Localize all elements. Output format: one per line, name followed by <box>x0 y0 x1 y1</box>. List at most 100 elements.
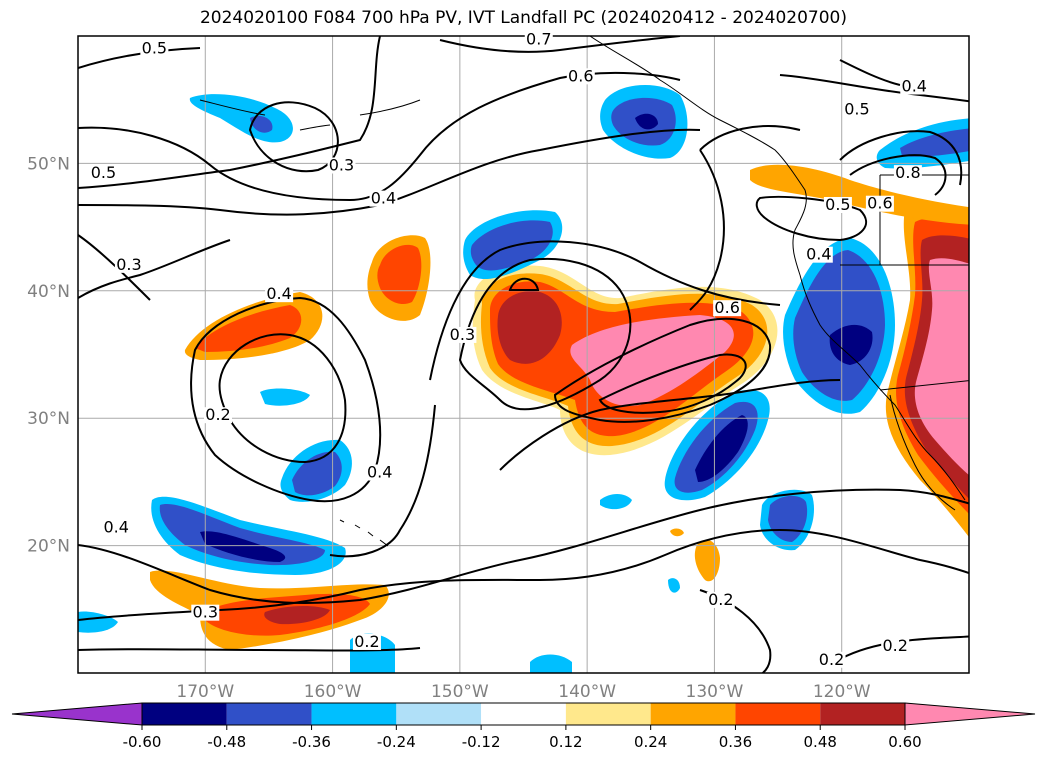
pos-region-westcoast-pink <box>914 258 969 476</box>
contour-label-bg <box>842 101 871 118</box>
neg-region-southwest-core <box>200 531 286 562</box>
neg-region-120w-inner <box>793 250 885 401</box>
lon-tick-label: 120°W <box>813 682 871 702</box>
contour-label: 0.3 <box>116 255 141 274</box>
pos-region-central-darkred <box>497 291 562 364</box>
contour-label: 0.4 <box>902 77 927 96</box>
coastlines <box>199 36 969 547</box>
contour-label-bg <box>893 165 922 182</box>
contour-label-bg <box>365 464 394 481</box>
lon-tick-label: 130°W <box>686 682 744 702</box>
contour-label: 0.4 <box>266 284 291 303</box>
contour-label-bg <box>713 300 742 317</box>
neg-region-160w-25n-inner <box>292 451 342 496</box>
neg-region-bottom-142w <box>530 654 572 673</box>
contour-labels: 0.5 0.70.60.40.50.30.50.4 0.5 0.60.80.40.30… <box>89 29 929 669</box>
contour-line <box>779 74 969 103</box>
contour-label: 0.2 <box>882 636 907 655</box>
contour-label: 0.4 <box>367 463 392 482</box>
colorbar-box <box>820 703 905 725</box>
colorbar-box <box>735 703 821 725</box>
contour-label-bg <box>102 519 131 536</box>
lat-tick-label: 30°N <box>27 409 70 429</box>
colorbar-tick-label: -0.60 <box>123 733 162 751</box>
contour-label: 0.6 <box>867 194 892 213</box>
contour-label-bg <box>114 256 143 273</box>
contour-line <box>849 154 947 196</box>
neg-region-165w-north-inner <box>250 115 273 133</box>
colorbar-box <box>481 703 566 725</box>
pv-contours <box>78 36 969 673</box>
pos-region-southwest-core <box>264 606 330 625</box>
colorbar-tick-label: -0.24 <box>377 733 416 751</box>
contour-line <box>78 47 201 69</box>
coastline-westcoast <box>799 274 966 501</box>
contour-label-bg <box>265 286 294 303</box>
contour-line <box>553 317 772 423</box>
colorbar-box <box>142 703 227 725</box>
colorbar-tick-label: 0.48 <box>804 733 837 751</box>
contour-label-bg <box>900 78 929 95</box>
map-title: 2024020100 F084 700 hPa PV, IVT Landfall… <box>199 8 847 28</box>
colorbar-tick-label: -0.12 <box>462 733 501 751</box>
contour-label-bg <box>369 190 398 207</box>
contour-line <box>755 195 868 242</box>
neg-region-small-30n <box>260 388 310 406</box>
neg-region-small-15n <box>668 578 680 593</box>
contour-line <box>598 353 747 414</box>
colorbar-box <box>311 703 397 725</box>
contour-label: 0.5 <box>825 195 850 214</box>
pc-shading <box>78 84 969 673</box>
latitude-tick-labels: 20°N 30°N 40°N 50°N <box>27 154 70 556</box>
contour-label: 0.4 <box>103 517 128 536</box>
contour-label-bg <box>524 31 553 48</box>
contour-line <box>458 257 632 411</box>
neg-region-north-center-core <box>635 113 658 130</box>
contour-label: 0.3 <box>193 603 218 622</box>
contour-label-bg <box>823 196 852 213</box>
neg-region-130w-core <box>695 415 748 482</box>
contour-label-bg <box>817 651 846 668</box>
contour-line <box>829 635 969 666</box>
coastline-alaska <box>589 36 807 276</box>
contour-label-bg <box>804 246 833 263</box>
contour-label: 0.3 <box>329 155 354 174</box>
pos-region-165w-inner <box>195 305 302 352</box>
colorbar-tick-label: -0.48 <box>207 733 246 751</box>
contour-line <box>439 36 681 53</box>
contour-label-bg <box>191 604 220 621</box>
colorbar-tick-label: -0.36 <box>292 733 331 751</box>
neg-region-120w-core <box>829 324 873 365</box>
colorbar-box <box>565 703 651 725</box>
map-plot-area <box>78 36 969 673</box>
contour-label: 0.3 <box>450 325 475 344</box>
contour-label: 0.2 <box>354 632 379 651</box>
contour-line <box>78 239 231 299</box>
contour-label: 0.5 <box>142 38 167 57</box>
lat-tick-label: 50°N <box>27 154 70 174</box>
lon-tick-label: 160°W <box>304 682 362 702</box>
colorbar-box <box>226 703 312 725</box>
contour-line <box>78 647 421 652</box>
lon-tick-label: 140°W <box>558 682 616 702</box>
contour-label: 0.2 <box>819 650 844 669</box>
pos-region-small-south <box>694 539 720 582</box>
colorbar-outline <box>141 702 906 726</box>
neg-region-southwest-inner <box>159 504 325 566</box>
contour-line <box>839 59 901 86</box>
border-us-mexico <box>879 380 969 391</box>
contour-label-bg <box>706 591 735 608</box>
contour-line <box>508 277 540 291</box>
contour-label-bg <box>881 637 910 654</box>
longitude-tick-labels: 170°W 160°W 150°W 140°W 130°W 120°W <box>176 682 870 702</box>
contour-label: 0.5 <box>844 99 869 118</box>
contour-label: 0.6 <box>568 66 593 85</box>
colorbar-extend-low <box>11 702 143 726</box>
contour-label-bg <box>352 633 381 650</box>
contour-label-bg <box>204 407 233 424</box>
contour-label-bg <box>448 326 477 343</box>
contour-label: 0.4 <box>806 245 831 264</box>
contour-label: 0.7 <box>526 29 551 48</box>
coastline-baja <box>889 394 956 511</box>
